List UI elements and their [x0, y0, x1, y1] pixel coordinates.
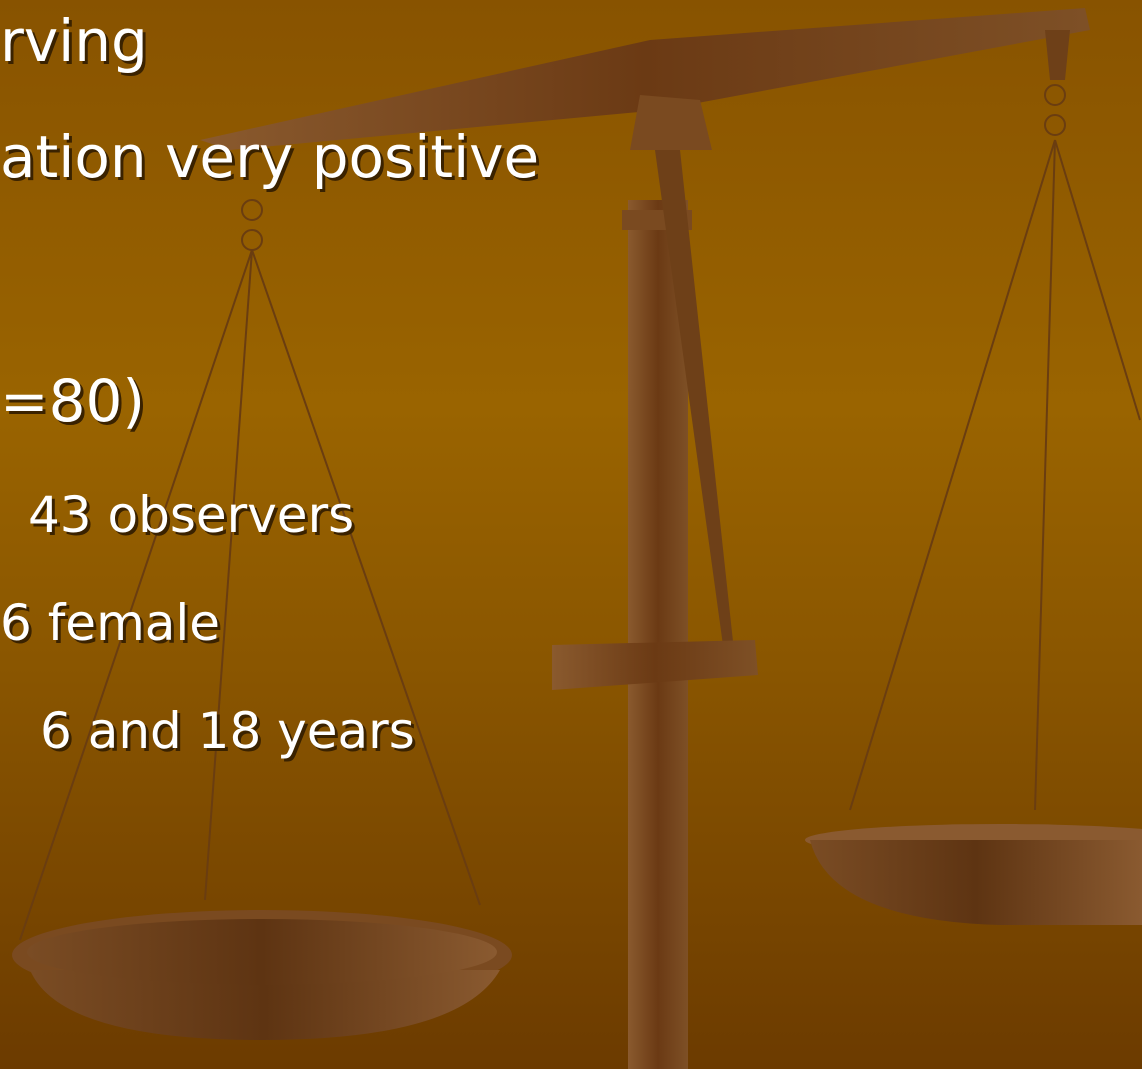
text-line: ation very positive	[0, 128, 539, 186]
text-line: 6 female	[0, 598, 220, 648]
slide: rving ation very positive =80) 43 observ…	[0, 0, 1142, 1069]
text-line: rving	[0, 12, 148, 70]
text-line: 6 and 18 years	[40, 706, 415, 756]
text-line: 43 observers	[28, 490, 354, 540]
text-line: =80)	[0, 372, 145, 430]
